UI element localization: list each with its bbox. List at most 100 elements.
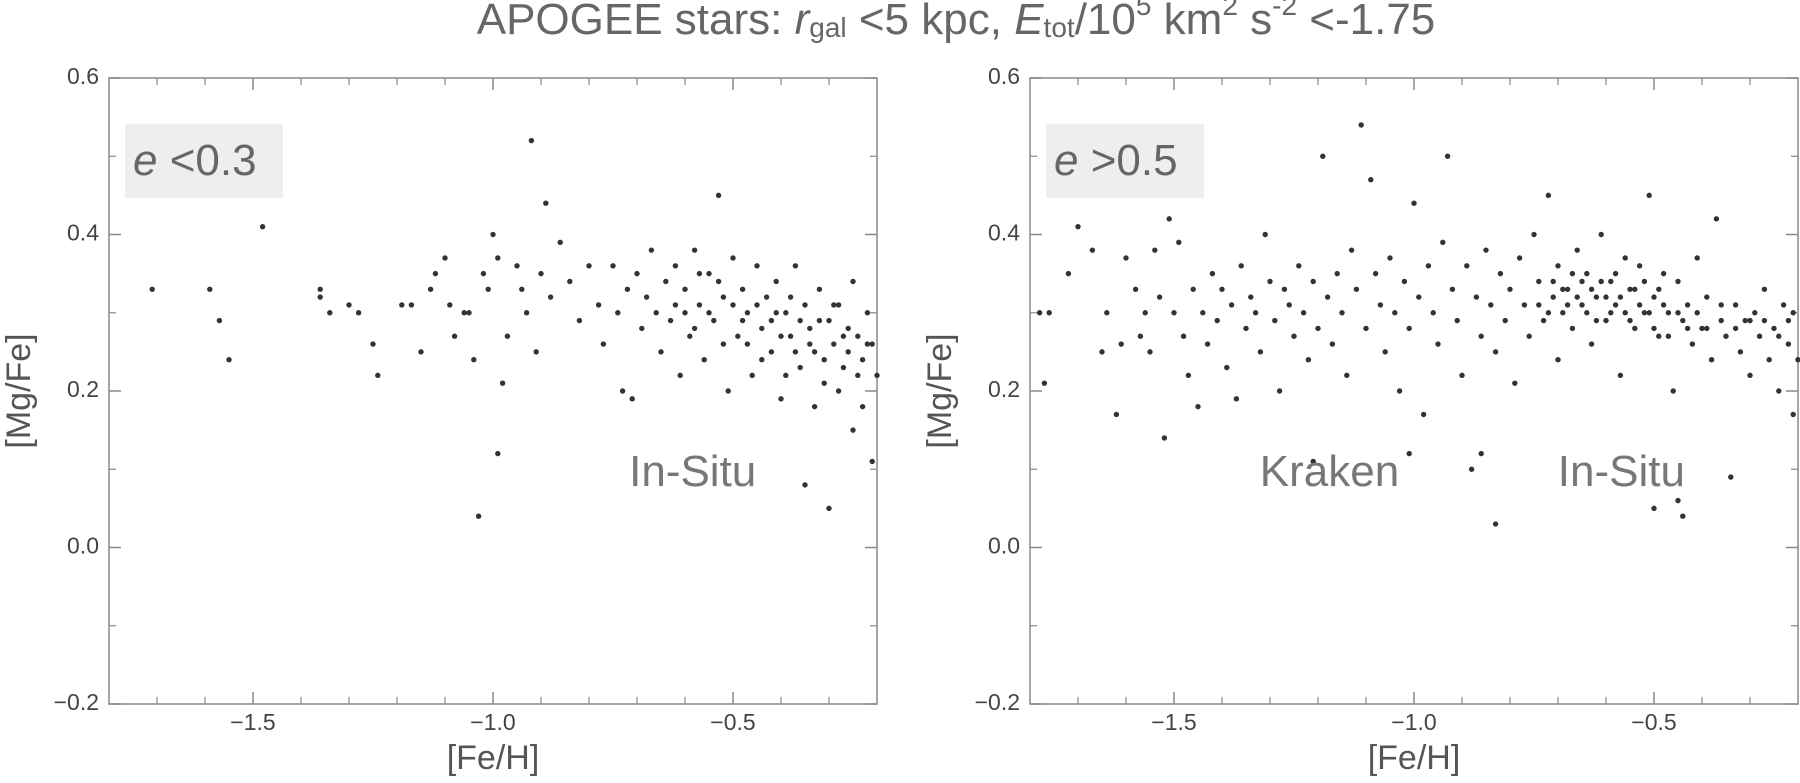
data-point [1776,388,1782,394]
data-point [1204,341,1211,347]
data-point [1252,310,1259,316]
data-point [1689,341,1696,347]
data-point [1449,286,1456,292]
data-point [615,310,621,316]
data-point [754,263,760,269]
data-point [807,325,813,332]
data-point [1065,270,1072,277]
data-point [667,317,674,324]
data-point [682,310,688,316]
data-point [1732,302,1739,308]
data-point [1651,294,1657,300]
data-point [485,286,491,292]
data-point [802,482,808,488]
title-part: 2 [1222,0,1238,21]
data-point [1569,270,1576,277]
data-point [317,294,323,300]
data-point [792,263,799,269]
data-point [1574,247,1580,253]
data-point [495,450,501,457]
data-point [720,341,727,347]
title-part: /10 [1075,0,1136,44]
data-point [1291,333,1297,339]
data-point [514,263,520,269]
data-point [1118,341,1124,347]
data-point [1190,286,1196,292]
data-point [1310,458,1316,465]
data-point [1147,349,1153,355]
title-part: 5 [1136,0,1152,21]
data-point [1708,357,1715,363]
data-point [826,317,832,324]
data-point [687,333,693,339]
data-point [442,255,448,261]
data-point [1656,286,1662,292]
data-point [1233,396,1240,402]
data-point [1790,310,1796,316]
data-point [629,396,635,402]
data-point [1411,200,1417,206]
title-part: r [795,0,812,44]
data-point [653,310,659,316]
data-point [1555,263,1561,269]
data-point [869,458,875,465]
data-point [1041,380,1048,386]
data-point [1320,153,1326,159]
data-point [715,192,722,199]
data-point [744,341,751,347]
y-tick-label: 0.2 [988,376,1020,402]
data-point [696,270,703,277]
x-tick-label: −0.5 [710,709,755,735]
data-point [1036,310,1043,316]
data-point [1454,317,1460,324]
data-point [207,286,213,292]
data-point [1670,388,1676,394]
data-point [1444,153,1451,159]
annotation: Kraken [1260,447,1399,496]
data-point [1310,278,1316,285]
data-point [1536,278,1542,285]
x-tick-label: −0.5 [1631,709,1676,735]
data-point [855,372,861,379]
data-point [327,310,333,316]
data-point [691,325,698,332]
data-point [1113,411,1120,418]
data-point [1406,325,1412,332]
x-axis-label: [Fe/H] [447,739,540,777]
data-point [749,372,755,379]
annotation: In-Situ [629,447,756,496]
data-point [1584,310,1590,316]
data-point [711,317,717,324]
data-point [1473,294,1480,300]
data-point [1742,317,1748,324]
data-point [864,341,871,347]
figure-title: APOGEE stars: rgal <5 kpc, Etot/105 km2 … [418,0,1472,44]
data-point [850,278,856,285]
data-point [1425,263,1432,269]
data-point [1675,310,1681,316]
x-tick-label: −1.0 [470,709,515,735]
data-point [226,357,232,363]
data-point [1646,310,1652,316]
data-point [1704,294,1710,300]
data-point [840,333,847,339]
data-point [720,294,727,300]
data-point [1612,302,1619,308]
data-point [768,349,775,355]
data-point [1603,294,1609,300]
data-point [499,380,506,386]
data-point [1142,310,1148,316]
data-point [1185,372,1192,379]
data-point [1468,466,1475,472]
data-point [216,317,223,324]
y-tick-label: 0.6 [988,63,1020,89]
data-point [471,357,477,363]
data-point [811,403,818,410]
data-point [835,388,842,394]
data-point [835,302,842,308]
data-point [706,310,712,316]
title-part: <-1.75 [1297,0,1435,44]
data-point [1276,388,1283,394]
data-point [346,302,352,308]
